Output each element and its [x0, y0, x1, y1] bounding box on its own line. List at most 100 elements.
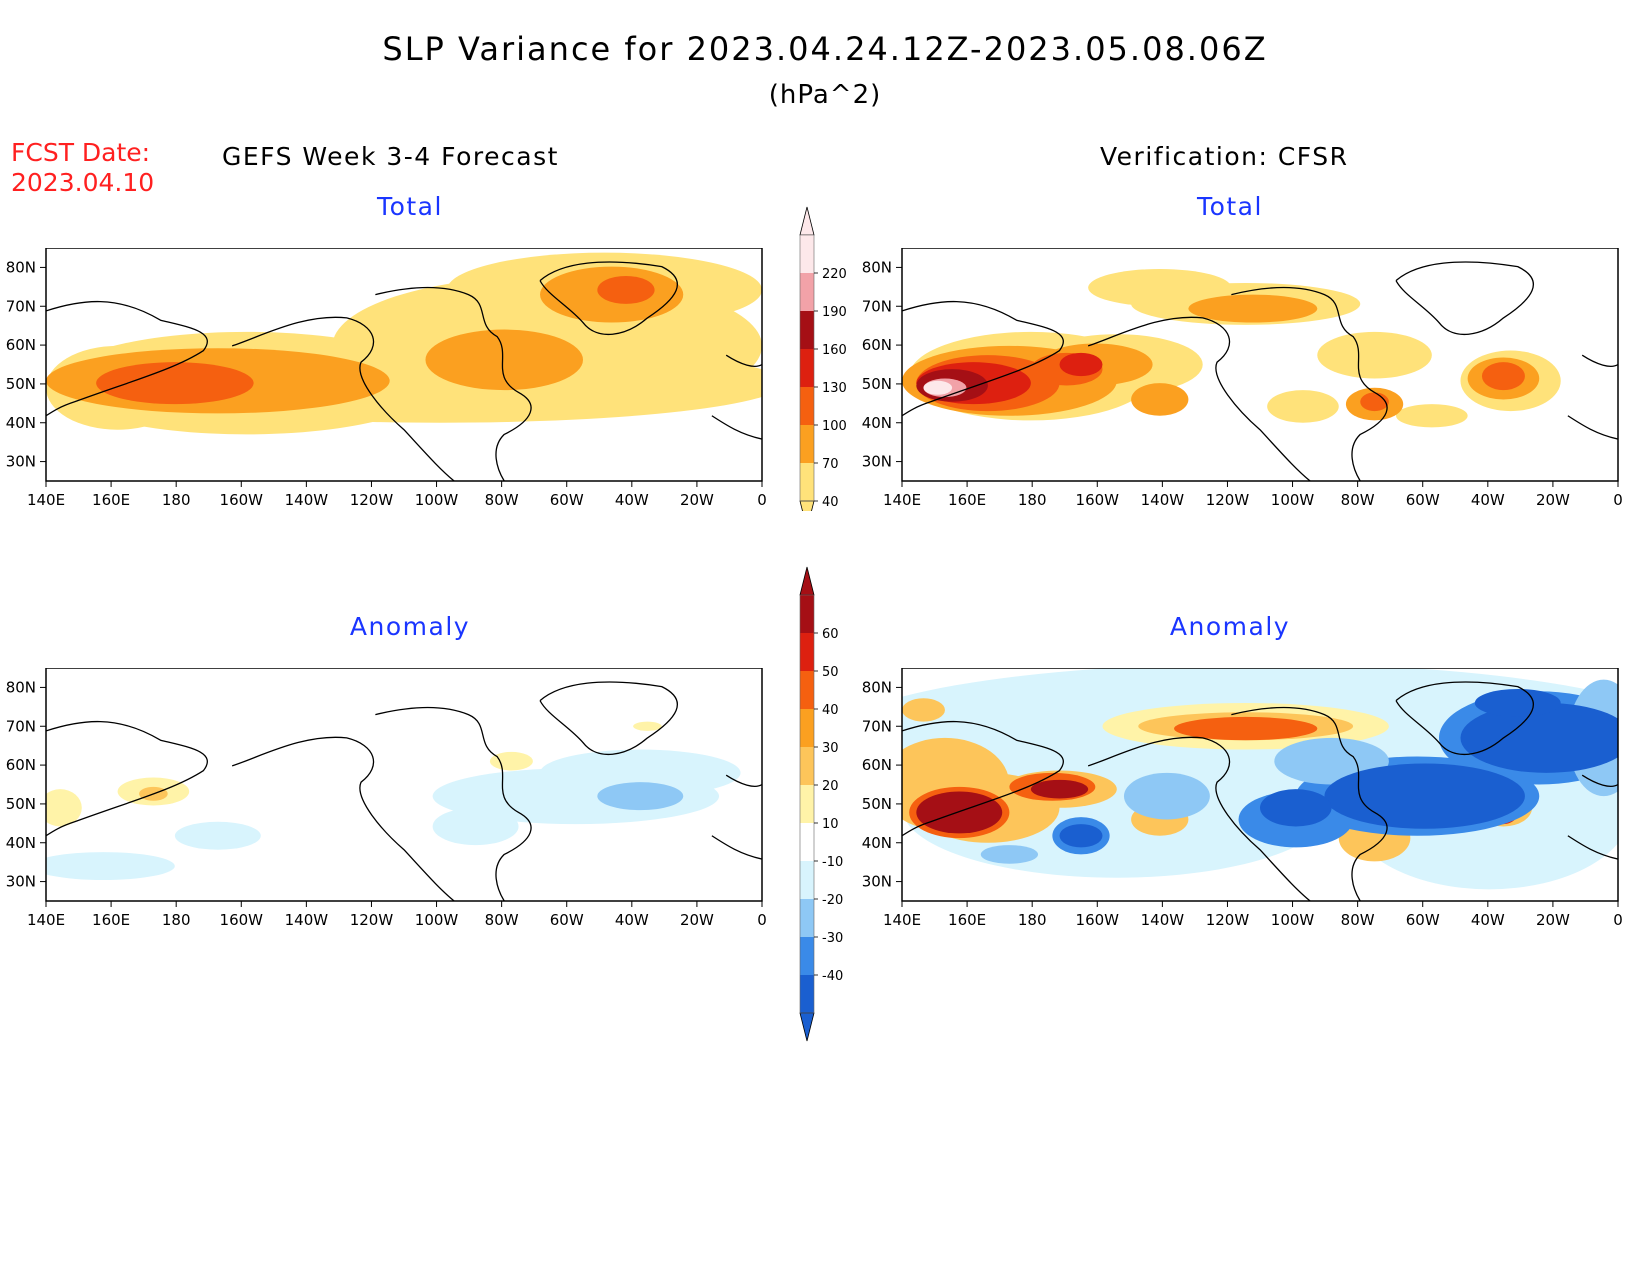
lon-tick-label: 80W — [485, 911, 519, 929]
contour-fill — [1059, 824, 1103, 848]
colorbar-segment — [800, 671, 814, 709]
lat-tick-label: 60N — [862, 756, 892, 774]
map-svg: 140E 160E 180 160W 140W 120W 100W 80W 60W 40W 20W 0… — [6, 667, 767, 929]
contour-fill — [633, 721, 662, 731]
colorbar-level-label: -20 — [822, 893, 843, 908]
lon-tick-label: 0 — [757, 911, 767, 929]
map-svg: 140E 160E 180 160W 140W 120W 100W 80W 60W 40W 20W 0… — [862, 667, 1623, 929]
lon-tick-label: 100W — [1271, 491, 1315, 509]
lat-tick-label: 70N — [6, 717, 36, 735]
lon-tick-label: 40W — [1471, 491, 1505, 509]
lon-tick-label: 120W — [350, 911, 394, 929]
lon-tick-label: 160E — [948, 491, 986, 509]
colorbar-segment — [800, 349, 814, 387]
colorbar-level-label: 50 — [822, 665, 839, 680]
contour-fill — [597, 782, 684, 811]
lat-tick-label: 60N — [862, 336, 892, 354]
colorbar-total: 220 190 160 130 100 70 40 — [790, 205, 860, 535]
lon-tick-label: 40W — [615, 491, 649, 509]
coastline — [902, 682, 1618, 901]
lon-tick-label: 60W — [1406, 911, 1440, 929]
colorbar-segment — [800, 595, 814, 633]
colorbar-segment — [800, 937, 814, 975]
colorbar-level-label: 10 — [822, 817, 839, 832]
contour-fill — [916, 791, 1003, 834]
lon-tick-label: 0 — [1613, 911, 1623, 929]
map-frame — [45, 667, 763, 902]
contour-fill — [1088, 268, 1232, 307]
contour-fill — [1324, 763, 1525, 829]
map-frame — [901, 667, 1619, 902]
lat-tick-label: 80N — [6, 258, 36, 276]
lon-tick-label: 140W — [285, 491, 329, 509]
panel-title-forecast-total: Total — [377, 192, 443, 221]
map-svg: 140E 160E 180 160W 140W 120W 100W 80W 60W 40W 20W 0… — [862, 247, 1623, 509]
colorbar-segment — [800, 899, 814, 937]
panel-title-verif-total: Total — [1197, 192, 1263, 221]
contour-fill — [174, 821, 261, 850]
lon-tick-label: 180 — [1018, 491, 1047, 509]
map-verification-total: 140E 160E 180 160W 140W 120W 100W 80W 60W 40W 20W 0… — [856, 247, 1636, 518]
panel-title-verif-anomaly: Anomaly — [1169, 612, 1291, 641]
colorbar-level-label: -30 — [822, 931, 843, 946]
colorbar-segment — [800, 747, 814, 785]
lat-tick-label: 70N — [862, 297, 892, 315]
fcst-date-value: 2023.04.10 — [11, 168, 155, 197]
lon-tick-label: 120W — [1206, 911, 1250, 929]
lon-tick-label: 40W — [615, 911, 649, 929]
map-frame — [45, 247, 763, 482]
lon-tick-label: 0 — [757, 491, 767, 509]
colorbar-level-label: 100 — [822, 419, 847, 434]
contour-fill — [1188, 294, 1318, 323]
colorbar-segment — [800, 785, 814, 823]
lon-tick-label: 20W — [680, 911, 714, 929]
lon-tick-label: 140W — [1141, 911, 1185, 929]
colorbar-level-label: 220 — [822, 267, 847, 282]
map-verification-anomaly: 140E 160E 180 160W 140W 120W 100W 80W 60W 40W 20W 0… — [856, 667, 1636, 938]
lon-tick-label: 120W — [1206, 491, 1250, 509]
lon-tick-label: 140E — [27, 911, 65, 929]
colorbar-level-label: 30 — [822, 741, 839, 756]
colorbar-level-label: -10 — [822, 855, 843, 870]
colorbar-top-arrow — [799, 566, 815, 596]
right-column-title: Verification: CFSR — [1100, 142, 1349, 171]
contour-fill — [1059, 352, 1103, 377]
lat-tick-label: 30N — [6, 453, 36, 471]
left-column-title: GEFS Week 3-4 Forecast — [222, 142, 559, 171]
colorbar-level-label: 70 — [822, 457, 839, 472]
contour-fill — [46, 852, 175, 881]
contour-fill — [1317, 331, 1432, 379]
lon-tick-label: 140W — [1141, 491, 1185, 509]
colorbar-level-label: 40 — [822, 703, 839, 718]
lat-tick-label: 60N — [6, 336, 36, 354]
lat-tick-label: 30N — [6, 873, 36, 891]
contour-fill — [96, 362, 254, 405]
lon-tick-label: 160W — [1076, 911, 1120, 929]
contour-fill — [1396, 404, 1468, 428]
coastline — [46, 262, 762, 481]
lon-tick-label: 120W — [350, 491, 394, 509]
contour-fill — [432, 807, 519, 846]
coastline — [46, 682, 762, 901]
colorbar-segment — [800, 975, 814, 1013]
lon-tick-label: 20W — [1536, 911, 1570, 929]
colorbar-svg: 220 190 160 130 100 70 40 — [799, 206, 847, 530]
lon-tick-label: 100W — [415, 491, 459, 509]
contour-fill — [923, 380, 953, 395]
lat-tick-label: 40N — [862, 834, 892, 852]
colorbar-level-label: 20 — [822, 779, 839, 794]
colorbar-segment — [800, 425, 814, 463]
contour-fill — [1474, 688, 1561, 717]
colorbar-level-label: -40 — [822, 969, 843, 984]
lat-tick-label: 80N — [862, 678, 892, 696]
contour-fill — [489, 751, 533, 771]
lon-tick-label: 80W — [1341, 491, 1375, 509]
contour-fill — [1131, 383, 1189, 416]
colorbar-segment — [800, 387, 814, 425]
contour-fill — [597, 275, 655, 304]
colorbar-segment — [800, 463, 814, 501]
contour-fill — [1267, 390, 1339, 423]
lon-tick-label: 80W — [1341, 911, 1375, 929]
lat-tick-label: 80N — [6, 678, 36, 696]
lon-tick-label: 180 — [162, 491, 191, 509]
